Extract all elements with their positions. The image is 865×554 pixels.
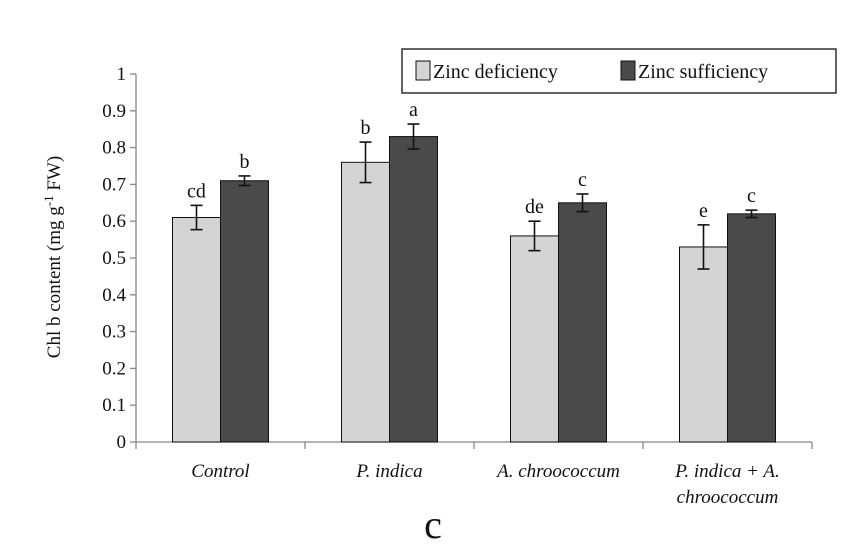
y-tick-label: 0.8 [102, 138, 126, 159]
y-axis-title-suffix: FW) [44, 156, 65, 196]
legend-label-zinc-deficiency: Zinc deficiency [433, 61, 558, 83]
bar-zinc-sufficiency [220, 180, 269, 443]
legend: Zinc deficiency Zinc sufficiency [401, 48, 837, 94]
bar-zinc-sufficiency [558, 202, 607, 443]
y-tick-label: 0.1 [102, 395, 126, 416]
bar-zinc-deficiency [341, 161, 390, 443]
legend-label-zinc-sufficiency: Zinc sufficiency [638, 61, 768, 83]
bar-zinc-deficiency [679, 246, 728, 443]
significance-letter: de [525, 196, 544, 218]
bars [172, 123, 776, 443]
significance-letter: e [699, 200, 708, 222]
x-category-label: P. indica [355, 461, 422, 482]
significance-letter: b [240, 151, 250, 173]
panel-label: c [424, 502, 442, 547]
y-tick-label: 1 [117, 64, 127, 85]
x-category-label: chroococcum [677, 487, 779, 508]
bar-zinc-sufficiency [727, 213, 776, 443]
y-axis-title: Chl b content (mg g-1 FW) [41, 156, 66, 358]
y-tick-label: 0.4 [102, 285, 126, 306]
y-tick-label: 0.7 [102, 174, 126, 195]
y-axis-title-prefix: Chl b content (mg g [44, 206, 65, 358]
significance-letter: a [409, 99, 418, 121]
y-tick-label: 0 [117, 432, 127, 453]
significance-letter: cd [187, 180, 206, 202]
labels: Control P. indica A. chroococcum P. indica … [187, 99, 780, 508]
legend-box [401, 48, 837, 94]
y-tick-label: 0.2 [102, 358, 126, 379]
x-category-label: P. indica + A. [674, 461, 779, 482]
axes: 0 0.1 0.2 0.3 0.4 0.5 0.6 0.7 0.8 0.9 1 [102, 64, 813, 453]
x-category-label: A. chroococcum [495, 461, 620, 482]
y-tick-label: 0.9 [102, 101, 126, 122]
bar-zinc-deficiency [510, 235, 559, 443]
bar-zinc-deficiency [172, 217, 221, 443]
significance-letter: c [578, 169, 587, 191]
significance-letter: b [361, 117, 371, 139]
y-axis-title-superscript: -1 [41, 195, 56, 206]
y-tick-label: 0.5 [102, 248, 126, 269]
y-tick-label: 0.3 [102, 322, 126, 343]
legend-swatch-zinc-sufficiency [620, 60, 636, 81]
bar-zinc-sufficiency [389, 136, 438, 443]
x-category-label: Control [191, 461, 249, 482]
significance-letter: c [747, 185, 756, 207]
y-tick-label: 0.6 [102, 211, 126, 232]
legend-swatch-zinc-deficiency [415, 60, 431, 81]
